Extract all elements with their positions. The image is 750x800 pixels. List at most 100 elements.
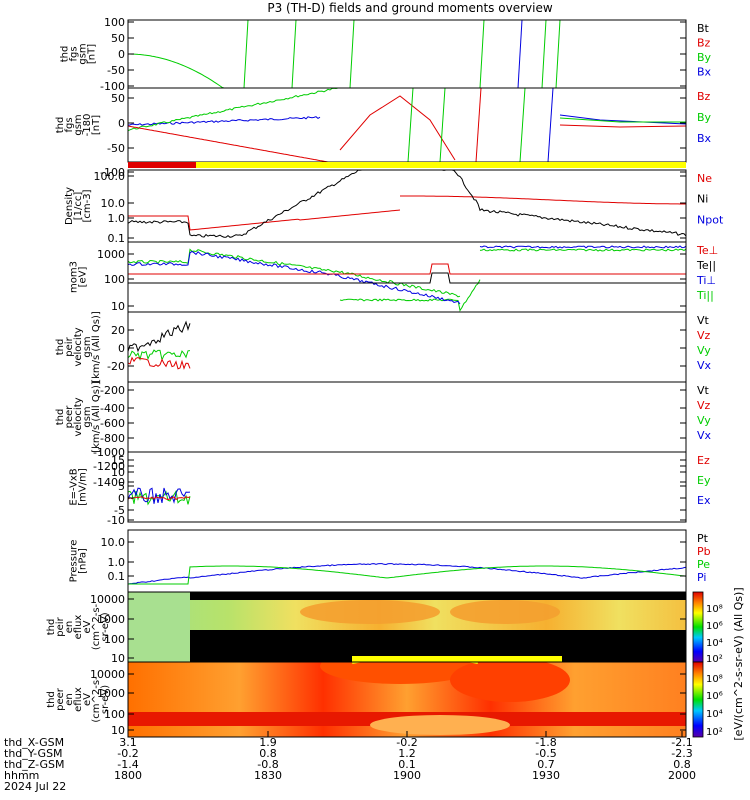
legend-entry: Vt bbox=[697, 384, 710, 397]
ylabel-line: eV bbox=[82, 620, 93, 633]
colorbar-ticks: 10⁸ 10⁶ 10⁴ 10² 10⁸ 10⁶ 10⁴ 10² bbox=[706, 604, 723, 738]
panel-pressure-plot bbox=[128, 563, 686, 585]
legend-entry: Pt bbox=[697, 532, 709, 545]
trace-ti-perp bbox=[128, 250, 461, 305]
ylabel-line: [km/s (All Qs)] bbox=[91, 311, 102, 383]
trace-bx bbox=[128, 116, 321, 126]
x-row-label: hhmm bbox=[4, 769, 39, 782]
legend-entry: Vy bbox=[697, 344, 711, 357]
ytick-label: 15 bbox=[111, 454, 125, 467]
figure-title: P3 (TH-D) fields and ground moments over… bbox=[267, 1, 552, 15]
ylabel-line: [nT] bbox=[91, 115, 102, 135]
panel-peir-velocity-plot bbox=[128, 320, 191, 370]
trace-spike-5 bbox=[541, 20, 547, 88]
x-tick-value: 1900 bbox=[393, 769, 421, 782]
x-tick-value: -1.4 bbox=[117, 758, 138, 771]
trace-spike-2 bbox=[349, 20, 355, 88]
legend-entry: Ne bbox=[697, 172, 712, 185]
panels-group: 100500-50-100thdfgsgsm[nT]BtBzByBx500-50… bbox=[46, 16, 724, 738]
ylabel-line: peir bbox=[55, 616, 66, 636]
ylabel-line: en bbox=[64, 621, 75, 634]
legend-entry: Ez bbox=[697, 454, 710, 467]
x-tick-value: 1830 bbox=[254, 769, 282, 782]
ylabel-line: [mV/m] bbox=[78, 468, 89, 506]
legend-entry: Npot bbox=[697, 213, 724, 226]
trace-by-late bbox=[559, 117, 686, 123]
trace-ne-2 bbox=[400, 195, 686, 205]
ytick-label: 0 bbox=[118, 48, 125, 61]
x-tick-value: -0.2 bbox=[396, 736, 417, 749]
x-tick-value: -0.2 bbox=[117, 747, 138, 760]
ytick-label: 0 bbox=[118, 342, 125, 355]
trace-ey bbox=[128, 489, 191, 506]
legend-entry: Bz bbox=[697, 90, 711, 103]
panel-peer-velocity: -200 -400 -600 -800-1000-1200 -1400 thdpeerve… bbox=[55, 381, 712, 489]
panel-fgs-gsm-clipped-plot bbox=[128, 88, 686, 162]
ylabel-line: fgs bbox=[69, 46, 80, 61]
ylabel-line: [nT] bbox=[87, 44, 98, 64]
ylabel: E=-VxB[mV/m] bbox=[69, 468, 89, 506]
ylabel-line: (cm^2-s- bbox=[91, 603, 102, 650]
panel-frame bbox=[127, 241, 687, 313]
trace-spike-0 bbox=[243, 20, 249, 88]
panel-density: 100.0 10.0 1.0 0.1 Density[1/cc][cm-3] Ne Ni Np… bbox=[64, 169, 724, 245]
ylabel-line: [1/cc] bbox=[73, 192, 84, 221]
trace-ni bbox=[128, 170, 370, 238]
x-tick-value: 1.9 bbox=[259, 736, 277, 749]
heatmap-hot-2 bbox=[450, 662, 570, 702]
panel-fgs-gsm-plot bbox=[128, 20, 561, 88]
trace-ti-par-3 bbox=[479, 248, 686, 252]
ytick-label: -50 bbox=[107, 142, 125, 155]
legend-entry: Vt bbox=[697, 314, 710, 327]
ytick-label: 10 bbox=[111, 466, 125, 479]
legend-entry: Bx bbox=[697, 132, 712, 145]
ylabel-line: thd bbox=[60, 46, 71, 63]
x-tick-value: 3.1 bbox=[119, 736, 137, 749]
ylabel-line: gsm bbox=[78, 43, 89, 64]
x-tick-value: -2.3 bbox=[671, 747, 692, 760]
ytick-label: -200 bbox=[100, 384, 125, 397]
heatmap-yellow-marker bbox=[352, 656, 562, 662]
ylabel-line: gsm bbox=[82, 336, 93, 357]
trace-ni-2 bbox=[440, 170, 686, 237]
ytick-label: -20 bbox=[107, 360, 125, 373]
ytick-label: 50 bbox=[111, 92, 125, 105]
ylabel-line: [cm-3] bbox=[82, 189, 93, 222]
colorbar-tick: 10² bbox=[706, 727, 723, 738]
colorbar-tick: 10⁶ bbox=[706, 691, 723, 702]
legend-entry: Pi bbox=[697, 571, 706, 584]
legend-entry: Bt bbox=[697, 22, 710, 35]
x-tick-value: -1.8 bbox=[535, 736, 556, 749]
legend-entry: Ni bbox=[697, 193, 708, 206]
panel-efield-plot bbox=[128, 487, 191, 506]
ylabel-line: E=-VxB bbox=[69, 468, 80, 505]
panel-peer-en-eflux-plot bbox=[128, 662, 686, 737]
colorbar-tick: 10⁸ bbox=[706, 604, 723, 615]
x-tick-value: 1930 bbox=[532, 769, 560, 782]
legend-entry: Te⊥ bbox=[696, 244, 718, 257]
trace-spike-2 bbox=[475, 88, 482, 162]
panel-frame bbox=[127, 529, 687, 593]
heatmap-peak-1 bbox=[300, 600, 440, 624]
ylabel: Pressure[nPa] bbox=[69, 540, 89, 583]
legend-entry: Ex bbox=[697, 494, 711, 507]
trace-spike-1 bbox=[291, 20, 297, 88]
trace-ez bbox=[128, 496, 191, 501]
ytick-label: 1.0 bbox=[108, 556, 126, 569]
legend-entry: Vz bbox=[697, 329, 711, 342]
ytick-label: 20 bbox=[111, 324, 125, 337]
x-row-label: thd_Y-GSM bbox=[4, 747, 63, 760]
ylabel-line: (cm^2-s- bbox=[91, 676, 102, 723]
legend-entry: Pe bbox=[697, 558, 710, 571]
legend-entry: By bbox=[697, 111, 712, 124]
ylabel-line: thd bbox=[46, 619, 57, 636]
x-row-label: thd_Z-GSM bbox=[4, 758, 64, 771]
panel-frame bbox=[127, 311, 687, 383]
ytick-label: 100 bbox=[104, 633, 125, 646]
x-tick-value: 0.8 bbox=[259, 747, 277, 760]
x-tick-value: 2000 bbox=[668, 769, 696, 782]
